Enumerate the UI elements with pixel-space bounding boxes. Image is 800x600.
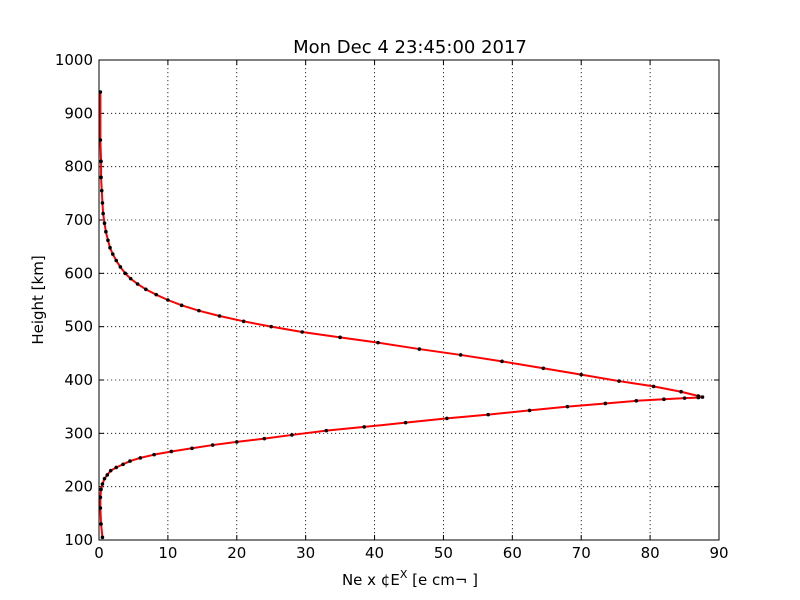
data-point xyxy=(123,271,127,276)
x-tick-label: 10 xyxy=(158,544,177,562)
data-point xyxy=(376,340,380,345)
data-point xyxy=(210,443,215,447)
data-point xyxy=(114,258,119,263)
data-point xyxy=(651,384,656,389)
x-tick-label: 40 xyxy=(365,544,384,562)
data-point xyxy=(152,452,156,457)
y-tick-label: 200 xyxy=(64,478,93,496)
data-point xyxy=(99,487,103,492)
data-point xyxy=(445,416,449,421)
data-point xyxy=(102,221,107,225)
data-point xyxy=(99,159,103,164)
data-point xyxy=(179,303,184,308)
y-tick-label: 900 xyxy=(64,104,93,122)
data-point xyxy=(300,330,305,334)
data-point xyxy=(121,462,125,467)
data-point xyxy=(217,314,222,318)
data-point xyxy=(166,298,170,302)
data-point xyxy=(679,389,683,394)
data-point xyxy=(403,420,408,425)
data-point xyxy=(565,404,570,409)
x-tick-label: 0 xyxy=(94,544,104,562)
data-point xyxy=(700,395,705,399)
data-point xyxy=(362,425,367,429)
x-tick-label: 80 xyxy=(641,544,660,562)
plot-frame xyxy=(98,59,720,541)
y-tick-label: 500 xyxy=(64,318,93,336)
data-point xyxy=(128,276,133,281)
y-tick-label: 700 xyxy=(64,211,93,229)
x-axis-label-main: Ne x ¢E xyxy=(342,571,400,589)
data-point xyxy=(102,476,107,481)
x-tick-label: 60 xyxy=(503,544,522,562)
x-tick-label: 70 xyxy=(572,544,591,562)
data-point xyxy=(169,449,174,454)
data-point xyxy=(696,394,701,398)
data-point xyxy=(100,201,105,205)
data-point xyxy=(241,319,246,324)
y-tick-label: 400 xyxy=(64,371,93,389)
data-point xyxy=(541,366,546,371)
data-point xyxy=(500,359,504,364)
data-point xyxy=(118,265,123,269)
data-point xyxy=(579,372,584,377)
data-point xyxy=(190,446,194,451)
data-point xyxy=(269,324,274,329)
data-point xyxy=(100,482,105,486)
y-tick-label: 300 xyxy=(64,424,93,442)
data-point xyxy=(234,440,239,444)
data-point xyxy=(99,522,103,526)
data-point xyxy=(138,456,143,460)
x-axis-label-superscript: X xyxy=(400,568,408,581)
data-point xyxy=(486,412,491,417)
data-point xyxy=(99,175,103,180)
data-point xyxy=(135,282,140,286)
data-point xyxy=(458,353,463,357)
y-axis-label: Height [km] xyxy=(29,255,47,344)
data-point xyxy=(100,535,105,540)
data-point xyxy=(682,396,687,400)
x-tick-label: 50 xyxy=(434,544,453,562)
x-axis-label: Ne x ¢EX [e cm¬ ] xyxy=(342,568,478,589)
data-point xyxy=(144,287,148,292)
series-line xyxy=(99,92,704,538)
data-point xyxy=(110,252,115,256)
x-axis-label-units: [e cm¬ ] xyxy=(407,571,478,589)
data-point xyxy=(290,433,294,437)
y-axis-ticks: 100 200 300 400 500 600 700 800 900 1000 xyxy=(55,51,719,549)
data-point xyxy=(338,335,342,340)
data-point xyxy=(128,459,132,463)
data-point xyxy=(617,379,621,383)
data-point xyxy=(114,465,119,470)
x-tick-label: 30 xyxy=(296,544,315,562)
data-point xyxy=(105,473,110,477)
y-tick-label: 100 xyxy=(64,531,93,549)
data-point xyxy=(527,408,532,413)
data-point xyxy=(417,347,422,351)
data-point xyxy=(108,468,113,473)
y-tick-label: 800 xyxy=(64,158,93,176)
y-tick-label: 1000 xyxy=(55,51,93,69)
x-tick-label: 20 xyxy=(227,544,246,562)
data-point xyxy=(104,229,108,234)
data-point xyxy=(108,245,112,250)
data-point xyxy=(634,399,639,403)
data-point xyxy=(603,401,608,406)
data-point xyxy=(106,238,110,243)
data-point xyxy=(324,428,329,433)
data-point xyxy=(662,397,666,402)
chart-title: Mon Dec 4 23:45:00 2017 xyxy=(293,37,527,58)
x-axis-ticks: 0 10 20 30 40 50 60 70 80 90 xyxy=(94,60,729,562)
data-point xyxy=(262,436,267,441)
y-tick-label: 600 xyxy=(64,264,93,282)
data-point xyxy=(101,211,105,216)
data-point xyxy=(99,188,104,193)
data-point xyxy=(154,292,158,297)
data-point xyxy=(197,308,201,313)
x-tick-label: 90 xyxy=(709,544,728,562)
